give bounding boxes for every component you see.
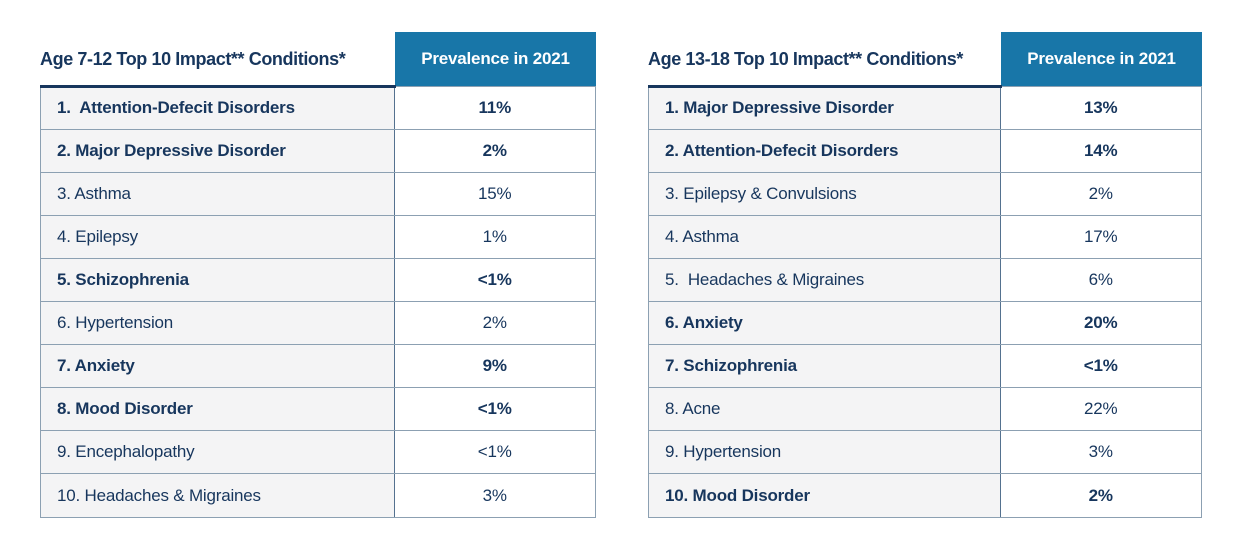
condition-cell: 10. Mood Disorder <box>649 474 1001 517</box>
condition-cell: 6. Hypertension <box>41 302 395 344</box>
value-cell: <1% <box>394 388 595 430</box>
value-cell: 15% <box>394 173 595 215</box>
condition-cell: 4. Epilepsy <box>41 216 395 258</box>
condition-cell: 10. Headaches & Migraines <box>41 474 395 517</box>
value-cell: 3% <box>1000 431 1201 473</box>
table-row: 10. Mood Disorder 2% <box>649 474 1201 517</box>
table-row: 6. Anxiety 20% <box>649 302 1201 345</box>
table-row: 8. Acne 22% <box>649 388 1201 431</box>
value-cell: 14% <box>1000 130 1201 172</box>
value-cell: 22% <box>1000 388 1201 430</box>
condition-cell: 1. Attention-Defecit Disorders <box>41 87 395 129</box>
table-row: 5. Headaches & Migraines 6% <box>649 259 1201 302</box>
value-cell: 2% <box>394 302 595 344</box>
table-row: 5. Schizophrenia <1% <box>41 259 595 302</box>
condition-cell: 3. Epilepsy & Convulsions <box>649 173 1001 215</box>
condition-cell: 8. Acne <box>649 388 1001 430</box>
value-cell: 13% <box>1000 87 1201 129</box>
table-row: 2. Attention-Defecit Disorders 14% <box>649 130 1201 173</box>
table-age-7-12: Age 7-12 Top 10 Impact** Conditions* Pre… <box>39 32 596 518</box>
table-row: 7. Schizophrenia <1% <box>649 345 1201 388</box>
condition-cell: 2. Attention-Defecit Disorders <box>649 130 1001 172</box>
value-cell: <1% <box>394 259 595 301</box>
condition-cell: 5. Headaches & Migraines <box>649 259 1001 301</box>
value-cell: 17% <box>1000 216 1201 258</box>
condition-cell: 2. Major Depressive Disorder <box>41 130 395 172</box>
table-body: 1. Major Depressive Disorder 13% 2. Atte… <box>647 84 1202 518</box>
value-cell: 6% <box>1000 259 1201 301</box>
table-row: 2. Major Depressive Disorder 2% <box>41 130 595 173</box>
condition-cell: 9. Encephalopathy <box>41 431 395 473</box>
value-cell: 2% <box>1000 474 1201 517</box>
value-cell: 11% <box>394 87 595 129</box>
condition-cell: 6. Anxiety <box>649 302 1001 344</box>
value-cell: 9% <box>394 345 595 387</box>
table-row: 7. Anxiety 9% <box>41 345 595 388</box>
table-age-13-18: Age 13-18 Top 10 Impact** Conditions* Pr… <box>647 32 1202 518</box>
header-rule <box>39 84 396 88</box>
value-cell: 2% <box>394 130 595 172</box>
header-rule <box>647 84 1002 88</box>
table-row: 4. Epilepsy 1% <box>41 216 595 259</box>
value-cell: 3% <box>394 474 595 517</box>
value-cell: <1% <box>1000 345 1201 387</box>
table-row: 3. Epilepsy & Convulsions 2% <box>649 173 1201 216</box>
condition-cell: 9. Hypertension <box>649 431 1001 473</box>
table-title: Age 7-12 Top 10 Impact** Conditions* <box>40 48 346 69</box>
table-row: 1. Attention-Defecit Disorders 11% <box>41 87 595 130</box>
table-header: Age 7-12 Top 10 Impact** Conditions* Pre… <box>40 32 596 86</box>
value-cell: 2% <box>1000 173 1201 215</box>
value-cell: 1% <box>394 216 595 258</box>
table-row: 10. Headaches & Migraines 3% <box>41 474 595 517</box>
condition-cell: 8. Mood Disorder <box>41 388 395 430</box>
condition-cell: 7. Schizophrenia <box>649 345 1001 387</box>
table-row: 4. Asthma 17% <box>649 216 1201 259</box>
table-title: Age 13-18 Top 10 Impact** Conditions* <box>648 48 963 69</box>
table-row: 6. Hypertension 2% <box>41 302 595 345</box>
table-header: Age 13-18 Top 10 Impact** Conditions* Pr… <box>648 32 1202 86</box>
condition-cell: 7. Anxiety <box>41 345 395 387</box>
condition-cell: 4. Asthma <box>649 216 1001 258</box>
condition-cell: 1. Major Depressive Disorder <box>649 87 1001 129</box>
table-row: 1. Major Depressive Disorder 13% <box>649 87 1201 130</box>
value-cell: <1% <box>394 431 595 473</box>
table-row: 3. Asthma 15% <box>41 173 595 216</box>
table-row: 8. Mood Disorder <1% <box>41 388 595 431</box>
condition-cell: 3. Asthma <box>41 173 395 215</box>
value-cell: 20% <box>1000 302 1201 344</box>
table-row: 9. Encephalopathy <1% <box>41 431 595 474</box>
prevalence-column-header: Prevalence in 2021 <box>1001 32 1202 86</box>
condition-cell: 5. Schizophrenia <box>41 259 395 301</box>
prevalence-column-header: Prevalence in 2021 <box>395 32 596 86</box>
table-row: 9. Hypertension 3% <box>649 431 1201 474</box>
table-body: 1. Attention-Defecit Disorders 11% 2. Ma… <box>39 84 596 518</box>
